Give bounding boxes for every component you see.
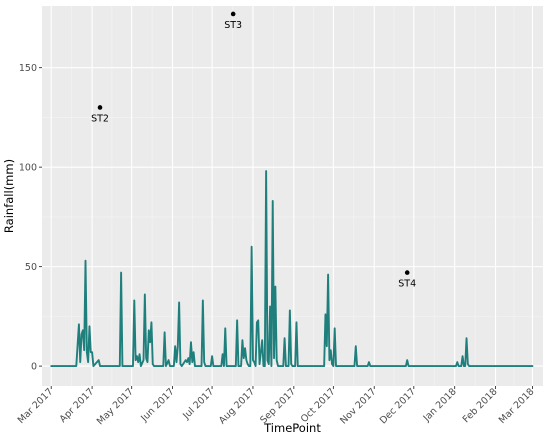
annotation-point (404, 270, 410, 275)
annotation-point (97, 105, 103, 110)
x-axis-title: TimePoint (263, 421, 321, 435)
annotation-label: ST2 (91, 113, 109, 124)
y-axis: 0 50 100 150 (19, 63, 42, 372)
y-tick-label: 0 (31, 361, 37, 372)
y-tick-label: 150 (19, 63, 37, 74)
annotation-layer: ST2 ST3 ST4 (91, 11, 416, 290)
y-tick-label: 100 (19, 162, 37, 173)
y-tick-label: 50 (25, 262, 37, 273)
minor-gridlines (42, 6, 543, 386)
y-axis-title: Rainfall(mm) (2, 159, 16, 233)
rainfall-series-line (50, 170, 534, 368)
annotation-point (230, 11, 236, 17)
plot-panel (42, 6, 543, 386)
series-layer (50, 170, 534, 368)
annotation-label: ST3 (224, 20, 242, 31)
annotation-label: ST4 (398, 279, 416, 290)
